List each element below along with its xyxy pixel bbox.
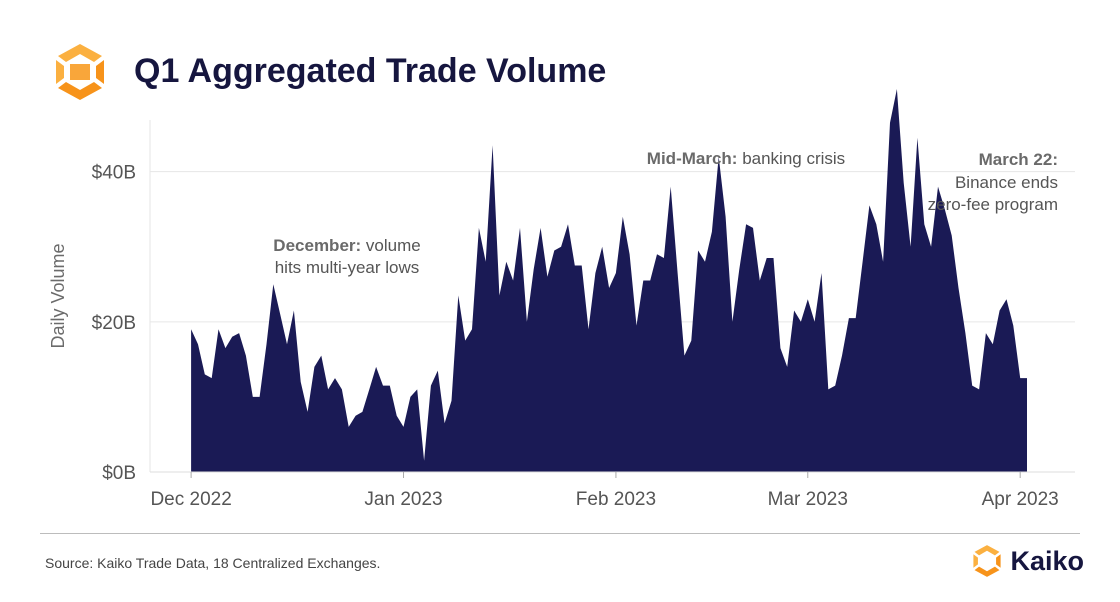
- x-tick-label: Apr 2023: [982, 489, 1059, 510]
- x-tick-label: Dec 2022: [150, 489, 231, 510]
- kaiko-logo-icon: [973, 545, 1002, 577]
- annotation-december-bold: December:: [273, 236, 361, 255]
- x-axis-ticks: Dec 2022 Jan 2023 Feb 2023 Mar 2023 Apr 2023: [150, 472, 1059, 510]
- annotation-mid-march-bold: Mid-March:: [647, 149, 738, 168]
- header: Q1 Aggregated Trade Volume: [50, 40, 750, 104]
- brand: Kaiko: [970, 543, 1084, 579]
- annotation-december-text: volume: [361, 236, 421, 255]
- annotation-march-22-bold: March 22:: [979, 150, 1058, 169]
- page-title: Q1 Aggregated Trade Volume: [134, 52, 607, 90]
- x-tick-label: Feb 2023: [576, 489, 656, 510]
- y-tick-label: $20B: [92, 313, 136, 334]
- annotation-march-22: March 22: Binance ends zero-fee program: [928, 150, 1058, 214]
- annotation-mid-march: Mid-March: banking crisis: [647, 149, 845, 168]
- x-tick-label: Mar 2023: [768, 489, 848, 510]
- source-note: Source: Kaiko Trade Data, 18 Centralized…: [45, 555, 381, 571]
- annotation-march-22-line3: zero-fee program: [928, 195, 1058, 214]
- annotation-march-22-line2: Binance ends: [955, 173, 1058, 192]
- annotation-december-line2: hits multi-year lows: [275, 258, 420, 277]
- svg-text:December: volume: December: volume: [273, 236, 420, 255]
- svg-text:Mid-March: banking crisis: Mid-March: banking crisis: [647, 149, 845, 168]
- kaiko-logo-icon: [56, 44, 104, 100]
- footer-divider: [40, 533, 1080, 534]
- y-axis-ticks: $0B $20B $40B: [92, 163, 136, 484]
- brand-name: Kaiko: [1010, 545, 1084, 576]
- y-tick-label: $0B: [102, 463, 136, 484]
- series-area: [191, 89, 1028, 472]
- annotation-december: December: volume hits multi-year lows: [273, 236, 420, 277]
- y-tick-label: $40B: [92, 163, 136, 184]
- annotation-mid-march-text: banking crisis: [737, 149, 845, 168]
- y-axis-label: Daily Volume: [48, 243, 68, 348]
- x-tick-label: Jan 2023: [364, 489, 442, 510]
